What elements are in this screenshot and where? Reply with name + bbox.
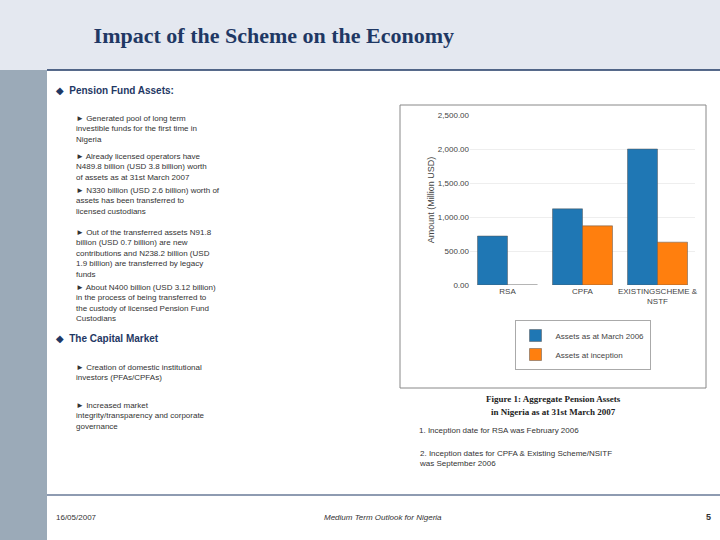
svg-text:16/05/2007: 16/05/2007 — [56, 513, 97, 522]
svg-text:2. Inception dates for CPFA &: 2. Inception dates for CPFA & Existing S… — [419, 449, 612, 468]
svg-text:2,500.00: 2,500.00 — [438, 111, 470, 120]
svg-text:1,000.00: 1,000.00 — [438, 213, 470, 222]
svg-text:Impact of the Scheme on the Ec: Impact of the Scheme on the Economy — [94, 23, 455, 48]
svg-text:► Already licensed operators h: ► Already licensed operators haveN489.8 … — [76, 152, 207, 182]
svg-text:RSA: RSA — [499, 287, 516, 296]
svg-text:500.00: 500.00 — [445, 247, 470, 256]
svg-text:► Creation of domestic institu: ► Creation of domestic institutionalinve… — [76, 363, 202, 382]
svg-text:0.00: 0.00 — [453, 281, 469, 290]
svg-text:► About N400 billion (USD 3.12: ► About N400 billion (USD 3.12 billion)i… — [76, 283, 216, 323]
svg-text:► Generated pool of long termi: ► Generated pool of long terminvestible … — [76, 114, 197, 144]
svg-text:◆ The Capital Market: ◆ The Capital Market — [56, 333, 159, 344]
svg-text:► Out of the transferred asset: ► Out of the transferred assets N91.8bil… — [76, 228, 212, 279]
svg-text:Assets at inception: Assets at inception — [556, 351, 623, 360]
svg-text:1. Inception date for RSA was: 1. Inception date for RSA was February 2… — [419, 426, 579, 435]
svg-text:5: 5 — [706, 512, 711, 522]
svg-text:Figure 1: Aggregate Pension As: Figure 1: Aggregate Pension Assets — [486, 394, 621, 404]
svg-text:in Nigeria as at 31st March 20: in Nigeria as at 31st March 2007 — [491, 407, 616, 417]
svg-text:CPFA: CPFA — [572, 287, 594, 296]
svg-text:► N330 billion (USD 2.6 billio: ► N330 billion (USD 2.6 billion) worth o… — [76, 186, 220, 216]
svg-text:Amount (Million USD): Amount (Million USD) — [426, 157, 436, 244]
svg-text:◆ Pension Fund Assets:: ◆ Pension Fund Assets: — [56, 85, 174, 96]
svg-text:EXISTINGSCHEME &NSTF: EXISTINGSCHEME &NSTF — [618, 287, 698, 306]
svg-text:Assets as at March 2006: Assets as at March 2006 — [556, 332, 645, 341]
svg-text:2,000.00: 2,000.00 — [438, 145, 470, 154]
svg-text:Medium Term Outlook for Nigeri: Medium Term Outlook for Nigeria — [324, 513, 442, 522]
svg-text:► Increased marketintegrity/tr: ► Increased marketintegrity/transparency… — [76, 401, 205, 431]
svg-text:1,500.00: 1,500.00 — [438, 179, 470, 188]
